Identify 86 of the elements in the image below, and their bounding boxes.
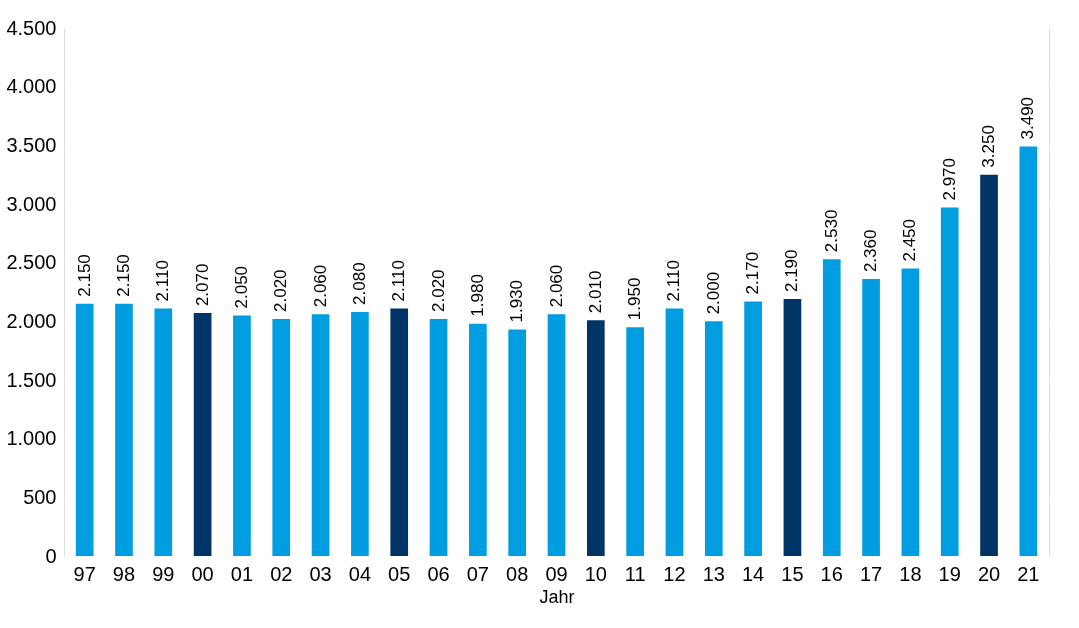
x-axis-title: Jahr: [539, 586, 575, 607]
x-tick-label: 98: [112, 562, 136, 585]
bar: [704, 321, 723, 556]
x-tick-label: 12: [663, 562, 686, 585]
bar: [233, 315, 251, 556]
x-tick-label: 09: [545, 562, 568, 585]
x-tick-label: 02: [270, 562, 293, 585]
y-tick-label: 2.500: [6, 251, 57, 274]
bar: [547, 314, 566, 556]
data-label: 1.980: [467, 274, 487, 317]
data-label: 2.150: [74, 254, 94, 297]
bar: [75, 303, 94, 556]
y-tick-label: 3.500: [6, 133, 57, 156]
x-tick-label: 11: [624, 562, 646, 585]
data-label: 2.110: [389, 260, 409, 302]
bar: [822, 259, 841, 556]
data-label: 2.530: [821, 209, 841, 253]
y-tick-label: 4.500: [6, 16, 57, 39]
x-tick-label: 06: [427, 562, 450, 585]
x-tick-label: 20: [977, 562, 1001, 585]
bar: [311, 314, 330, 556]
x-tick-label: 21: [1017, 562, 1040, 585]
data-label: 2.060: [310, 264, 330, 308]
bar: [862, 279, 880, 556]
data-label: 2.080: [349, 262, 369, 305]
data-label: 2.010: [585, 270, 605, 314]
y-tick-label: 3.000: [6, 192, 57, 215]
bar: [154, 308, 173, 556]
x-tick-label: 97: [73, 562, 96, 585]
x-tick-label: 10: [584, 562, 607, 585]
bar: [744, 301, 762, 556]
y-tick-label: 2.000: [6, 309, 57, 332]
x-tick-label: 18: [899, 562, 922, 585]
data-label: 2.000: [703, 271, 723, 315]
y-tick-label: 0: [45, 544, 57, 567]
data-label: 2.110: [153, 260, 173, 302]
data-label: 3.490: [1018, 96, 1038, 140]
data-label: 2.360: [861, 229, 881, 273]
bar: [351, 311, 369, 556]
x-tick-label: 14: [741, 562, 765, 585]
x-tick-label: 13: [702, 562, 725, 585]
x-tick-label: 08: [506, 562, 529, 585]
x-tick-label: 17: [859, 562, 883, 585]
data-label: 2.970: [939, 157, 959, 201]
bar: [508, 329, 527, 556]
data-label: 2.190: [782, 249, 802, 293]
x-tick-label: 03: [309, 562, 332, 585]
data-label: 2.170: [743, 251, 763, 295]
data-label: 3.250: [979, 125, 999, 168]
bar: [665, 308, 684, 556]
x-tick-label: 19: [938, 562, 961, 585]
y-tick-label: 500: [23, 485, 57, 508]
x-tick-label: 05: [388, 562, 411, 585]
x-tick-label: 99: [152, 562, 175, 585]
bar: [586, 320, 605, 556]
bar: [901, 268, 920, 556]
data-label: 2.450: [900, 218, 920, 262]
data-label: 2.020: [428, 269, 448, 312]
x-tick-label: 01: [230, 562, 254, 585]
bar: [1019, 146, 1038, 556]
y-tick-label: 4.000: [6, 75, 57, 98]
bar: [115, 303, 133, 556]
data-label: 2.150: [113, 254, 133, 297]
x-tick-label: 16: [820, 562, 843, 585]
data-label: 2.070: [192, 263, 212, 307]
bar: [940, 207, 959, 556]
y-tick-label: 1.500: [6, 368, 57, 391]
data-label: 1.930: [507, 280, 527, 323]
bar: [429, 318, 448, 556]
data-label: 1.950: [625, 277, 645, 321]
data-label: 2.110: [664, 260, 684, 302]
x-tick-label: 04: [348, 562, 372, 585]
y-tick-label: 1.000: [6, 427, 57, 450]
data-label: 2.060: [546, 264, 566, 308]
x-tick-label: 00: [191, 562, 214, 585]
bar: [390, 308, 409, 556]
bar: [626, 327, 644, 556]
bar: [469, 323, 487, 556]
data-label: 2.020: [271, 269, 291, 312]
data-label: 2.050: [231, 265, 251, 309]
bar: [193, 313, 212, 556]
bar: [272, 318, 291, 556]
bar: [980, 174, 998, 556]
bar: [783, 299, 802, 556]
x-tick-label: 15: [781, 562, 804, 585]
x-tick-label: 07: [466, 562, 489, 585]
